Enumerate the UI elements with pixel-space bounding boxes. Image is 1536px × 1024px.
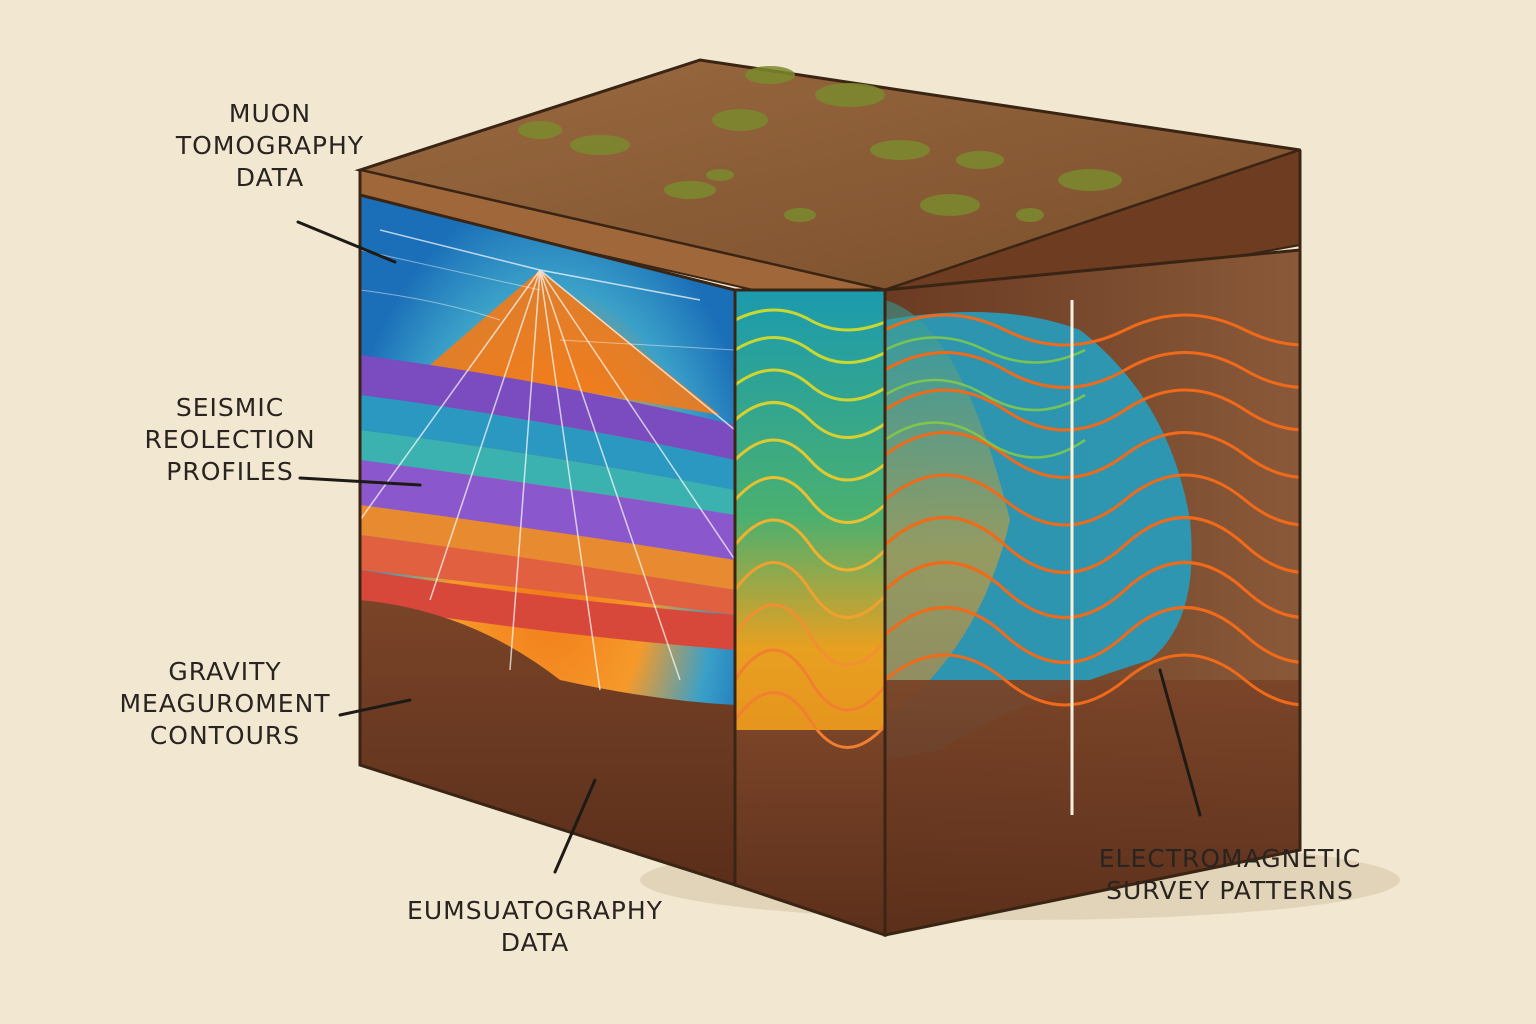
- label-line: EUMSUATOGRAPHY: [407, 896, 663, 925]
- label-line: MUON: [228, 99, 312, 128]
- label-line: TOMOGRAPHY: [175, 131, 365, 160]
- leader-lines: [296, 220, 1202, 874]
- label-line: GRAVITY: [168, 657, 282, 686]
- label-line: SURVEY PATTERNS: [1106, 876, 1354, 905]
- front-face: [360, 195, 735, 885]
- label-line: REOLECTION: [144, 425, 316, 454]
- seismic-reflection-label: SEISMIC REOLECTION PROFILES: [120, 392, 340, 488]
- label-line: PROFILES: [166, 457, 294, 486]
- label-line: SEISMIC: [175, 393, 285, 422]
- leader-muon: [296, 220, 397, 264]
- gravity-measurement-label: GRAVITY MEAGUROMENT CONTOURS: [95, 656, 355, 752]
- right-face: [885, 250, 1300, 935]
- leader-seismic: [298, 476, 422, 487]
- leader-gravity: [338, 698, 412, 717]
- muon-cone: [430, 270, 720, 415]
- label-line: DATA: [500, 928, 570, 957]
- leader-eumsuat: [553, 778, 597, 874]
- muon-tomography-label: MUON TOMOGRAPHY DATA: [165, 98, 375, 194]
- label-line: ELECTROMAGNETIC: [1098, 844, 1362, 873]
- middle-face: [735, 290, 885, 935]
- label-line: CONTOURS: [149, 721, 301, 750]
- label-line: DATA: [235, 163, 305, 192]
- eumsuatography-label: EUMSUATOGRAPHY DATA: [385, 895, 685, 959]
- label-line: MEAGUROMENT: [119, 689, 331, 718]
- moss-patches: [518, 66, 1122, 222]
- leader-electromagnetic: [1158, 668, 1202, 817]
- electromagnetic-survey-label: ELECTROMAGNETIC SURVEY PATTERNS: [1070, 843, 1390, 907]
